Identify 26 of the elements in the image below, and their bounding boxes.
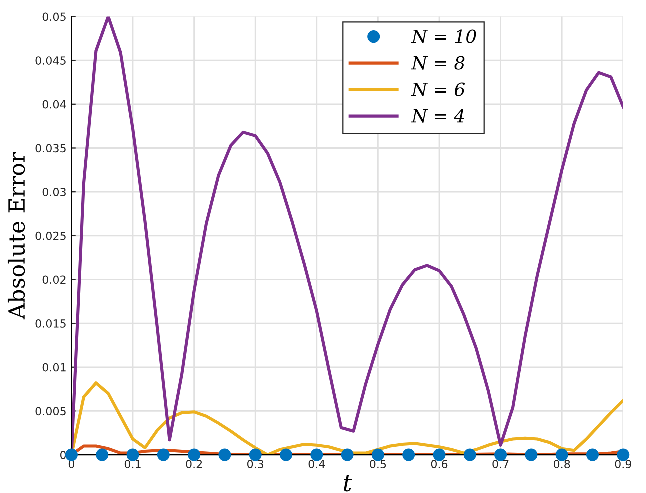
y-tick-label: 0.03	[42, 188, 66, 196]
x-tick-label: 0.9	[615, 460, 632, 468]
x-tick-label: 0.8	[554, 460, 570, 468]
y-tick-label: 0.02	[42, 276, 66, 284]
y-tick-label: 0.015	[36, 320, 66, 328]
x-tick-label: 0.1	[124, 460, 141, 468]
x-tick-label: 0.6	[431, 460, 448, 468]
y-tick-label: 0.025	[36, 232, 66, 240]
legend-label: N = 8	[411, 56, 465, 70]
x-axis-title: t	[344, 475, 352, 492]
y-tick-label: 0.01	[42, 363, 66, 372]
x-tick-label: 0.5	[370, 460, 386, 468]
y-tick-label: 0.035	[36, 144, 66, 153]
y-tick-label: 0.05	[42, 12, 66, 22]
x-tick-label: 0.7	[492, 460, 509, 468]
y-tick-label: 0.045	[36, 56, 66, 65]
x-tick-label: 0.3	[248, 460, 264, 468]
y-tick-label: 0	[60, 451, 66, 460]
y-tick-label: 0.005	[36, 407, 66, 416]
y-axis-title: Absolute Error	[8, 152, 26, 320]
x-tick-label: 0.2	[186, 460, 202, 468]
legend-label: N = 6	[411, 82, 466, 96]
x-tick-label: 0.4	[308, 460, 326, 468]
y-tick-label: 0.04	[42, 100, 66, 109]
legend-label: N = 10	[411, 30, 476, 44]
legend-label: N = 4	[411, 109, 464, 123]
